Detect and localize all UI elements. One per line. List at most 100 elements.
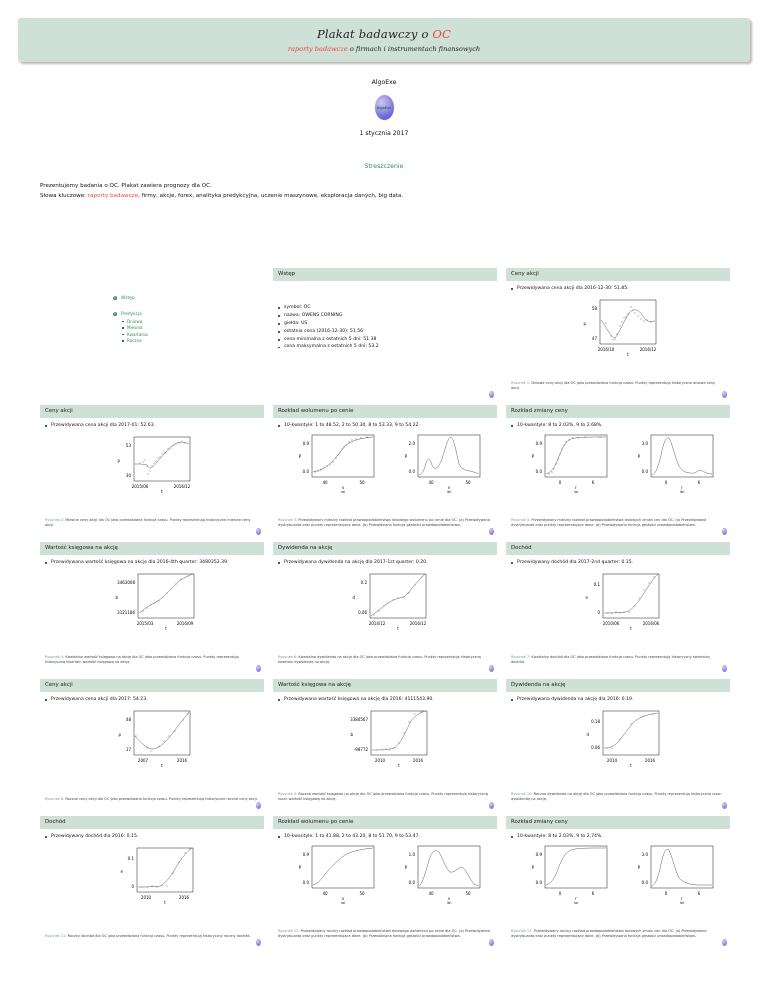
x-axis-label: t: [161, 763, 163, 768]
panel-cell: Dochód Przewidywany dochód dla 2017-2nd …: [506, 542, 730, 673]
panel-body: Przewidywana cena akcji dla 2016-12-30: …: [506, 281, 730, 399]
bullet-list: symbol: OC nazwa: OWENS CORNING giełda: …: [277, 305, 493, 351]
list-item: Przewidywany dochód dla 2017-2nd quarter…: [510, 560, 726, 567]
toc-subitem-miesina[interactable]: Miesina: [122, 325, 203, 332]
caption-text: Kwartalna wartość księgowa na akcję dla …: [45, 654, 239, 664]
panel-ceny-akcji-miesieczne: Ceny akcji Przewidywana cena akcji dla 2…: [40, 405, 264, 536]
toc-item-label: Wstęp: [121, 296, 135, 301]
panel-body: 10-kwantyle: 8 to 2.03%, 9 to 2.68%. 0.9…: [506, 418, 730, 536]
page-subtitle-highlight: raporty badawcze: [287, 45, 348, 53]
panel-caption: Rysunek 4: Przewidywany miesiny rozkład …: [511, 518, 725, 528]
x-axis-label: t: [164, 900, 166, 905]
subplot-label: (b): [447, 490, 452, 493]
caption-label: Rysunek 2:: [45, 517, 65, 522]
nav-sphere-icon[interactable]: [489, 802, 494, 809]
panel-row-3: Wartość księgowa na akcję Przewidywana w…: [40, 542, 730, 673]
caption-label: Rysunek 7:: [511, 654, 531, 659]
x-axis-label: t: [630, 763, 632, 768]
caption-label: Rysunek 13:: [511, 928, 533, 933]
toc-item-predykcja[interactable]: Predykcja: [113, 312, 203, 317]
y-tick-label: 0.06: [358, 610, 367, 615]
y-tick-label: -98772: [354, 747, 369, 752]
abstract-keywords-rest: , firmy, akcje, forex, analityka predykc…: [138, 192, 404, 199]
panel-body: 10-kwantyle: 8 to 2.03%, 9 to 2.74%. 0.9…: [506, 829, 730, 947]
panel-dochod-kwartalny: Dochód Przewidywany dochód dla 2017-2nd …: [506, 542, 730, 673]
list-item: 10-kwantyle: 1 to 48.52, 2 to 50.30, 8 t…: [277, 423, 493, 430]
abstract-body: Prezentujemy badania o OC. Plakat zawier…: [40, 182, 768, 202]
nav-sphere-icon[interactable]: [256, 802, 261, 809]
toc-item-wstep[interactable]: Wstęp: [113, 296, 203, 301]
table-of-contents: Wstęp Predykcja Dniowa Miesina Kwartalna…: [113, 296, 203, 345]
x-tick-label: 2007: [138, 758, 149, 763]
nav-sphere-icon[interactable]: [256, 939, 261, 946]
panel-rozklad-zmiany-ceny-dzienny: Rozkład zmiany ceny 10-kwantyle: 8 to 2.…: [506, 405, 730, 536]
y-tick-label: 47: [592, 336, 598, 341]
nav-sphere-icon[interactable]: [489, 528, 494, 535]
list-item: Przewidywana cena akcji dla 2016-12-30: …: [510, 286, 726, 293]
caption-label: Rysunek 5:: [45, 654, 65, 659]
panel-caption: Rysunek 8: Roczne ceny akcji dla OC jako…: [45, 797, 259, 802]
author-name: AlgoExe: [371, 79, 397, 86]
list-item: Przewidywana dywidenda na akcję dla 2017…: [277, 560, 493, 567]
x-tick-label: 40: [322, 891, 328, 896]
chart-svg: 58 47 p 2016/10 2016/12 t: [583, 299, 657, 357]
nav-sphere-icon[interactable]: [489, 665, 494, 672]
chart-svg-pdf: 2.0 0.0 P 40 50 v (b): [405, 434, 481, 493]
panel-cell: Wartość księgowa na akcję Przewidywana w…: [273, 679, 497, 810]
toc-subitem-roczna[interactable]: Roczna: [122, 338, 203, 345]
panel-cell: Rozkład zmiany ceny 10-kwantyle: 8 to 2.…: [506, 405, 730, 536]
abstract-keywords-highlight: raporty badawcze: [87, 192, 139, 199]
chart-svg-cdf: 0.9 0.0 P 0 6 r: [532, 434, 608, 493]
nav-sphere-icon[interactable]: [722, 391, 727, 398]
chart-monthly-price: 53 30 p 2015/06 2016/12 t: [44, 431, 260, 497]
panel-caption: Rysunek 1: Dniowe ceny akcji dla OC jako…: [511, 381, 725, 391]
bullet-list: 10-kwantyle: 8 to 2.03%, 9 to 2.68%.: [510, 423, 726, 430]
x-axis-label: t: [630, 626, 632, 631]
toc-subitem-kwartalna[interactable]: Kwartalna: [122, 332, 203, 339]
chart-svg: 0.1 0 e 2010/06 2016/06 t: [586, 573, 660, 631]
panel-cell: Ceny akcji Przewidywana cena akcji dla 2…: [40, 405, 264, 536]
list-item: Przewidywana wartość księgowa na akcję d…: [44, 560, 260, 567]
x-tick-label: 0: [665, 891, 668, 896]
nav-sphere-icon[interactable]: [489, 939, 494, 946]
nav-sphere-icon[interactable]: [256, 528, 261, 535]
title-banner: Plakat badawczy o OC raporty badawcze o …: [18, 18, 750, 62]
panel-row-5: Dochód Przewidywany dochód dla 2016: 0.1…: [40, 816, 730, 947]
y-tick-label: 0.9: [536, 441, 543, 446]
caption-text: Roczna dywidenda na akcję dla OC jako pr…: [511, 791, 722, 801]
bullet-list: Przewidywana cena akcji dla 2017-01: 52.…: [44, 423, 260, 430]
panel-cell: Rozkład wolumenu po cenie 10-kwantyle: 1…: [273, 405, 497, 536]
y-axis-label: P: [299, 454, 302, 459]
chart-svg-cdf: 0.9 0.0 P 40 50 v (a): [299, 845, 375, 904]
toc-subitem-dniowa[interactable]: Dniowa: [122, 319, 203, 326]
panel-wartosc-ksiegowa-kwartalna: Wartość księgowa na akcję Przewidywana w…: [40, 542, 264, 673]
panel-title: Wstęp: [273, 268, 497, 281]
nav-sphere-icon[interactable]: [722, 939, 727, 946]
x-tick-label: 2016/06: [643, 621, 660, 626]
nav-sphere-icon[interactable]: [722, 528, 727, 535]
panel-title: Dywidenda na akcję: [506, 679, 730, 692]
x-tick-label: 40: [428, 480, 434, 485]
bullet-list: Przewidywana cena akcji dla 2016-12-30: …: [510, 286, 726, 293]
y-tick-label: 0.0: [409, 880, 416, 885]
chart-svg-cdf: 0.9 0.0 P 0 6 r (a): [532, 845, 608, 904]
nav-sphere-icon[interactable]: [489, 391, 494, 398]
list-item: 10-kwantyle: 1 to 41.88, 2 to 43.20, 8 t…: [277, 834, 493, 841]
nav-sphere-icon[interactable]: [722, 665, 727, 672]
panel-ceny-akcji-roczne: Ceny akcji Przewidywana cena akcji dla 2…: [40, 679, 264, 810]
y-tick-label: 3121186: [117, 610, 135, 615]
panel-cell: Rozkład zmiany ceny 10-kwantyle: 8 to 2.…: [506, 816, 730, 947]
y-axis-label: P: [532, 865, 535, 870]
nav-sphere-icon[interactable]: [256, 665, 261, 672]
panel-title: Rozkład wolumenu po cenie: [273, 405, 497, 418]
x-axis-label: v: [448, 485, 451, 490]
x-tick-label: 2016: [645, 758, 656, 763]
y-axis-label: P: [638, 865, 641, 870]
chart-svg-pdf: 3.0 0.0 P 0 6 r (b): [638, 434, 714, 493]
x-axis-label: r: [681, 485, 683, 490]
panel-title: Rozkład zmiany ceny: [506, 816, 730, 829]
nav-sphere-icon[interactable]: [722, 802, 727, 809]
x-tick-label: 2010/06: [603, 621, 620, 626]
x-axis-label: r: [575, 896, 577, 901]
panel-cell: Dywidenda na akcję Przewidywana dywidend…: [273, 542, 497, 673]
